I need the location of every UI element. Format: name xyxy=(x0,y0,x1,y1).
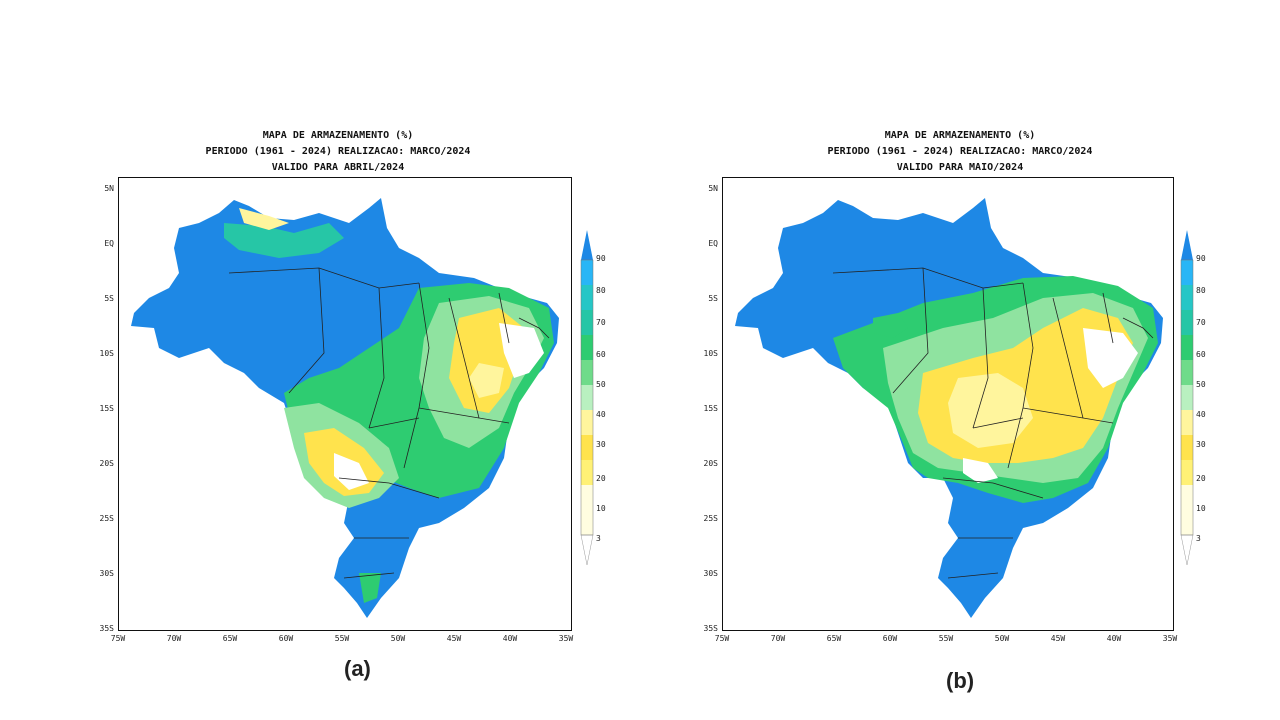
map-frame-a xyxy=(118,177,572,631)
x-tick: 60W xyxy=(278,634,294,643)
colorbar-label: 60 xyxy=(1196,350,1206,359)
title-line-1: MAPA DE ARMAZENAMENTO (%) xyxy=(262,130,414,141)
x-tick: 50W xyxy=(994,634,1010,643)
map-title-a: MAPA DE ARMAZENAMENTO (%) PERIODO (1961 … xyxy=(78,128,598,176)
x-tick: 60W xyxy=(882,634,898,643)
brazil-map-a xyxy=(131,198,559,618)
colorbar-label: 50 xyxy=(596,380,606,389)
x-tick: 45W xyxy=(446,634,462,643)
title-line-2: PERIODO (1961 - 2024) REALIZACAO: MARCO/… xyxy=(205,146,471,157)
colorbar-label: 20 xyxy=(596,474,606,483)
y-tick: 5S xyxy=(104,294,114,303)
colorbar-label: 70 xyxy=(1196,318,1206,327)
y-tick: 30S xyxy=(703,569,718,578)
y-tick: 35S xyxy=(99,624,114,633)
y-tick: 20S xyxy=(99,459,114,468)
y-tick: 5N xyxy=(104,184,114,193)
y-tick: 25S xyxy=(703,514,718,523)
colorbar-label: 80 xyxy=(1196,286,1206,295)
panel-label-a: (a) xyxy=(344,656,371,681)
x-tick: 75W xyxy=(110,634,126,643)
x-tick: 65W xyxy=(826,634,842,643)
y-tick: 5N xyxy=(708,184,718,193)
brazil-map-b xyxy=(735,198,1163,618)
y-tick: 20S xyxy=(703,459,718,468)
map-frame-b xyxy=(722,177,1174,631)
colorbar-label: 3 xyxy=(1196,534,1201,543)
colorbar-label: 80 xyxy=(596,286,606,295)
y-tick: 10S xyxy=(703,349,718,358)
y-tick: 10S xyxy=(99,349,114,358)
title-line-1: MAPA DE ARMAZENAMENTO (%) xyxy=(884,130,1036,141)
colorbar-label: 40 xyxy=(1196,410,1206,419)
colorbar-label: 90 xyxy=(596,254,606,263)
y-tick: EQ xyxy=(104,239,114,248)
colorbar-label: 20 xyxy=(1196,474,1206,483)
y-tick: 25S xyxy=(99,514,114,523)
colorbar-label: 30 xyxy=(1196,440,1206,449)
colorbar-label: 90 xyxy=(1196,254,1206,263)
x-tick: 50W xyxy=(390,634,406,643)
colorbar-b xyxy=(1180,230,1194,565)
colorbar-label: 60 xyxy=(596,350,606,359)
title-line-3: VALIDO PARA MAIO/2024 xyxy=(896,162,1024,173)
title-line-2: PERIODO (1961 - 2024) REALIZACAO: MARCO/… xyxy=(827,146,1093,157)
colorbar-label: 3 xyxy=(596,534,601,543)
map-title-b: MAPA DE ARMAZENAMENTO (%) PERIODO (1961 … xyxy=(700,128,1220,176)
title-line-3: VALIDO PARA ABRIL/2024 xyxy=(271,162,405,173)
x-tick: 40W xyxy=(502,634,518,643)
x-tick: 75W xyxy=(714,634,730,643)
x-tick: 35W xyxy=(1162,634,1178,643)
x-tick: 40W xyxy=(1106,634,1122,643)
x-tick: 65W xyxy=(222,634,238,643)
colorbar-a xyxy=(580,230,594,565)
panel-label-b: (b) xyxy=(946,668,975,693)
y-tick: 5S xyxy=(708,294,718,303)
x-tick: 55W xyxy=(334,634,350,643)
y-tick: 30S xyxy=(99,569,114,578)
colorbar-label: 10 xyxy=(1196,504,1206,513)
x-tick: 70W xyxy=(770,634,786,643)
colorbar-label: 10 xyxy=(596,504,606,513)
colorbar-label: 30 xyxy=(596,440,606,449)
x-tick: 35W xyxy=(558,634,574,643)
colorbar-label: 50 xyxy=(1196,380,1206,389)
y-tick: 15S xyxy=(99,404,114,413)
colorbar-label: 70 xyxy=(596,318,606,327)
y-tick: 15S xyxy=(703,404,718,413)
colorbar-label: 40 xyxy=(596,410,606,419)
y-tick: 35S xyxy=(703,624,718,633)
x-tick: 55W xyxy=(938,634,954,643)
y-tick: EQ xyxy=(708,239,718,248)
x-tick: 45W xyxy=(1050,634,1066,643)
x-tick: 70W xyxy=(166,634,182,643)
